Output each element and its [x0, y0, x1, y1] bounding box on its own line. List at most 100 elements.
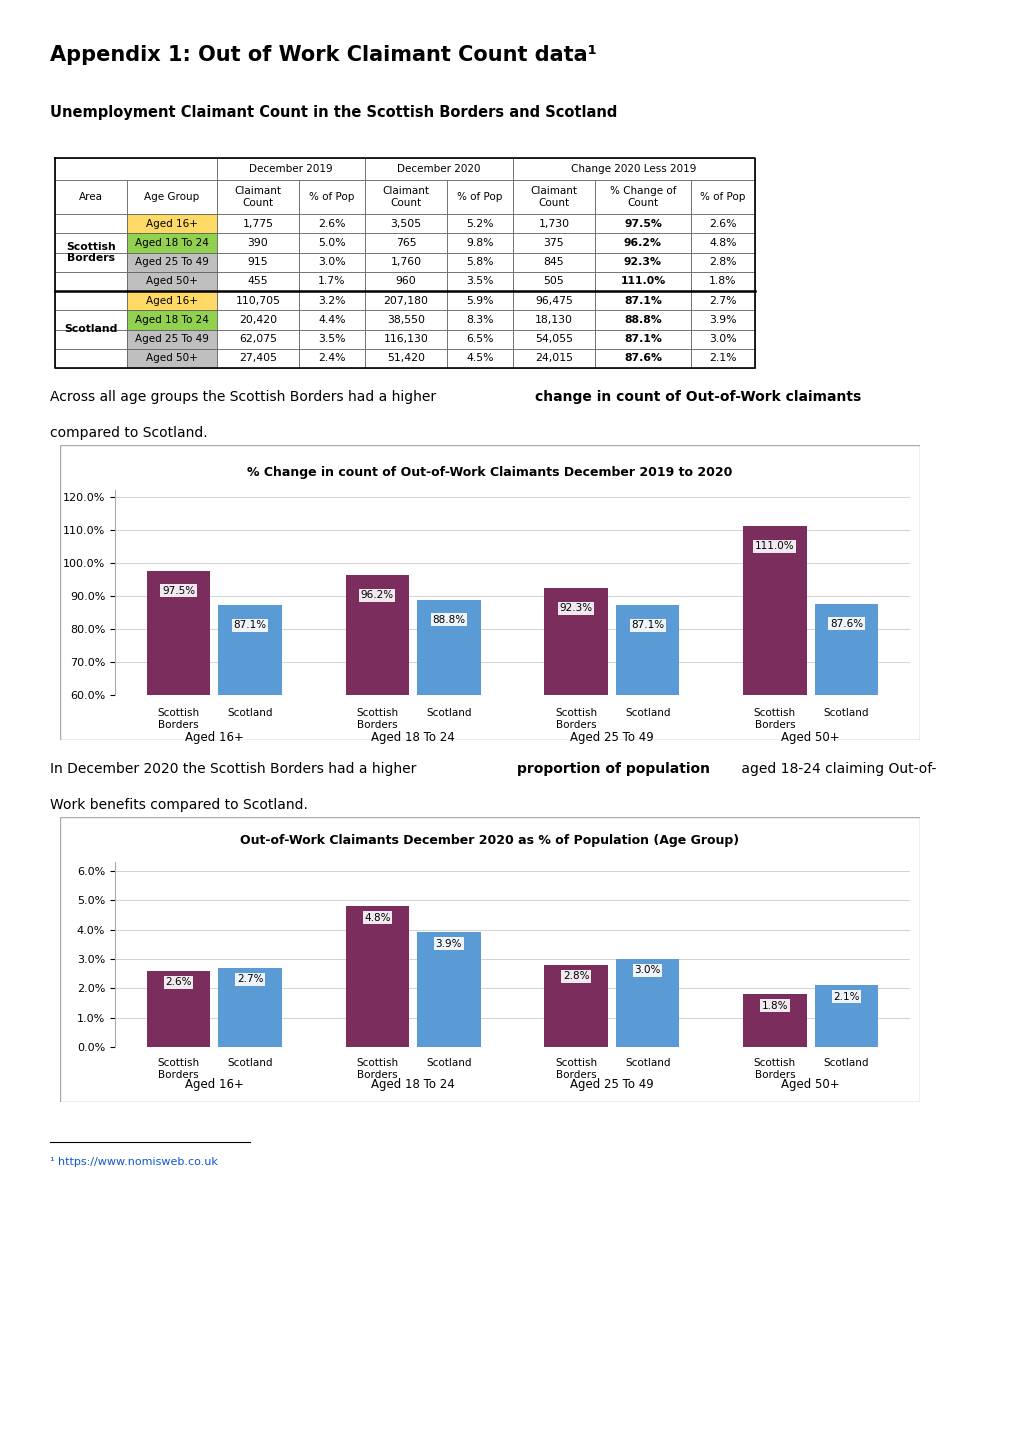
Text: 3.5%: 3.5% — [318, 335, 345, 345]
Text: 92.3%: 92.3% — [624, 257, 661, 267]
Bar — [55, 349, 127, 368]
Text: 845: 845 — [543, 257, 564, 267]
Bar — [365, 310, 446, 330]
Bar — [446, 234, 513, 252]
Bar — [544, 965, 607, 1047]
Bar — [127, 291, 217, 310]
Text: 1.7%: 1.7% — [318, 277, 345, 287]
Text: 1,775: 1,775 — [243, 219, 273, 229]
Bar — [218, 968, 281, 1047]
Bar — [55, 252, 127, 271]
Text: 92.3%: 92.3% — [559, 603, 592, 613]
Bar — [299, 310, 365, 330]
Bar — [513, 330, 594, 349]
Text: 4.8%: 4.8% — [364, 913, 390, 923]
Text: 960: 960 — [395, 277, 416, 287]
Bar — [446, 310, 513, 330]
Text: 8.3%: 8.3% — [466, 314, 493, 324]
Text: 87.6%: 87.6% — [624, 353, 661, 363]
Text: 1.8%: 1.8% — [761, 1001, 788, 1011]
Bar — [365, 349, 446, 368]
Bar — [417, 933, 480, 1047]
Text: % of Pop: % of Pop — [457, 192, 502, 202]
Text: 4.4%: 4.4% — [318, 314, 345, 324]
Bar — [690, 349, 754, 368]
Bar — [594, 180, 690, 213]
Bar — [217, 330, 299, 349]
Text: 3.0%: 3.0% — [318, 257, 345, 267]
Bar — [299, 252, 365, 271]
Text: 87.1%: 87.1% — [233, 620, 266, 630]
Text: Scottish
Borders: Scottish Borders — [753, 708, 795, 730]
Bar — [217, 271, 299, 291]
Bar — [365, 180, 446, 213]
Bar — [217, 159, 365, 180]
Text: 97.5%: 97.5% — [162, 585, 195, 596]
Text: Aged 25 To 49: Aged 25 To 49 — [135, 335, 209, 345]
Text: Aged 16+: Aged 16+ — [146, 219, 198, 229]
Text: Scotland: Scotland — [227, 708, 273, 718]
Text: 390: 390 — [248, 238, 268, 248]
Text: 3.2%: 3.2% — [318, 296, 345, 306]
Text: 87.1%: 87.1% — [631, 620, 663, 630]
Text: Age Group, Scottish Borders vs.Scotland. Source: NOMIS: Age Group, Scottish Borders vs.Scotland.… — [290, 497, 689, 510]
Bar — [594, 310, 690, 330]
Text: Out-of-Work Claimants December 2020 as % of Population (Age Group): Out-of-Work Claimants December 2020 as %… — [240, 833, 739, 846]
Bar — [513, 180, 594, 213]
Bar — [690, 234, 754, 252]
Text: Unemployment Claimant Count in the Scottish Borders and Scotland: Unemployment Claimant Count in the Scott… — [50, 105, 616, 120]
Text: 505: 505 — [543, 277, 564, 287]
Text: Claimant
Count: Claimant Count — [530, 186, 577, 208]
Bar — [690, 271, 754, 291]
Bar — [594, 349, 690, 368]
Text: 915: 915 — [248, 257, 268, 267]
Bar — [594, 291, 690, 310]
Text: 6.5%: 6.5% — [466, 335, 493, 345]
Text: 2.6%: 2.6% — [318, 219, 345, 229]
Text: 18,130: 18,130 — [535, 314, 573, 324]
Text: Scottish Borders vs.Scotland. Source: NOMIS: Scottish Borders vs.Scotland. Source: NO… — [332, 868, 647, 881]
Bar — [55, 291, 127, 310]
Bar — [55, 234, 127, 252]
Bar — [127, 252, 217, 271]
Text: 20,420: 20,420 — [238, 314, 277, 324]
Text: Age Group: Age Group — [145, 192, 200, 202]
Text: Aged 50+: Aged 50+ — [781, 1077, 839, 1090]
Text: change in count of Out-of-Work claimants: change in count of Out-of-Work claimants — [534, 389, 860, 404]
Bar — [690, 180, 754, 213]
Text: 3.9%: 3.9% — [435, 939, 462, 949]
Bar — [446, 213, 513, 234]
Bar — [742, 526, 806, 894]
Text: % Change of
Count: % Change of Count — [609, 186, 676, 208]
Bar — [615, 959, 679, 1047]
Text: Scottish
Borders: Scottish Borders — [554, 1058, 596, 1080]
Bar — [147, 970, 210, 1047]
Bar — [217, 234, 299, 252]
Text: 5.0%: 5.0% — [318, 238, 345, 248]
Text: 5.8%: 5.8% — [466, 257, 493, 267]
Text: Scotland: Scotland — [823, 708, 868, 718]
Text: 96.2%: 96.2% — [624, 238, 661, 248]
Bar — [299, 291, 365, 310]
Text: 2.6%: 2.6% — [708, 219, 736, 229]
Bar — [365, 234, 446, 252]
Bar — [690, 252, 754, 271]
Text: Aged 18 To 24: Aged 18 To 24 — [135, 314, 209, 324]
Bar — [513, 310, 594, 330]
Text: 27,405: 27,405 — [238, 353, 277, 363]
Text: 2.1%: 2.1% — [833, 992, 859, 1002]
Text: 51,420: 51,420 — [386, 353, 425, 363]
Text: 3.5%: 3.5% — [466, 277, 493, 287]
Text: 455: 455 — [248, 277, 268, 287]
Bar — [217, 291, 299, 310]
Text: Scotland: Scotland — [625, 1058, 669, 1069]
Bar — [127, 213, 217, 234]
Text: Across all age groups the Scottish Borders had a higher: Across all age groups the Scottish Borde… — [50, 389, 440, 404]
Text: Appendix 1: Out of Work Claimant Count data¹: Appendix 1: Out of Work Claimant Count d… — [50, 45, 596, 65]
Bar — [513, 291, 594, 310]
Text: December 2019: December 2019 — [249, 164, 332, 174]
Bar — [127, 271, 217, 291]
Bar — [55, 330, 127, 349]
Bar — [127, 180, 217, 213]
Text: 62,075: 62,075 — [238, 335, 277, 345]
